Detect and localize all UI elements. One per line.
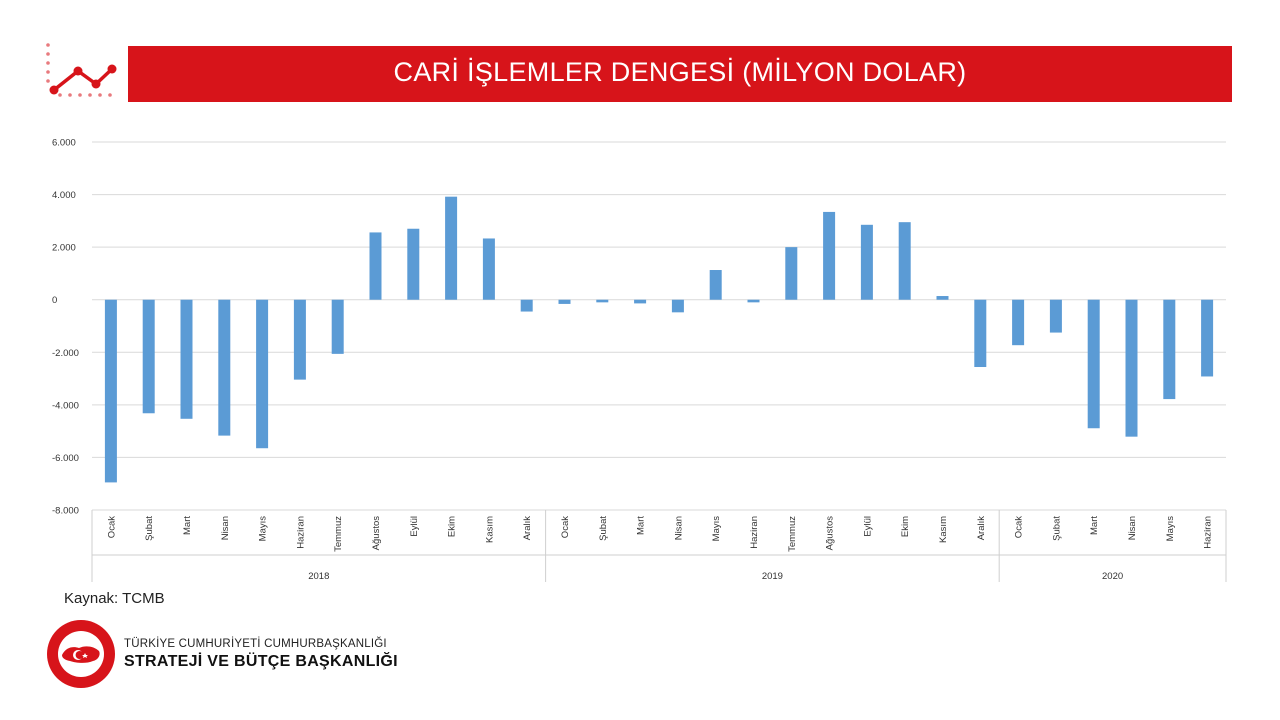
bar [596,299,609,303]
x-tick-label: Ocak [1014,516,1025,538]
y-tick-label: 4.000 [52,190,76,201]
x-tick-label: Haziran [295,516,306,549]
institution-seal [47,620,115,688]
bar [407,228,420,300]
bar [1012,299,1025,346]
bar [1201,299,1214,377]
x-tick-label: Kasım [484,516,495,543]
x-tick-label: Ağustos [371,516,382,551]
bar [785,247,798,300]
bar [558,299,571,304]
year-group-label: 2018 [308,571,329,582]
bar [218,299,231,436]
x-tick-label: Şubat [144,516,155,541]
bar [520,299,533,312]
x-tick-label: Kasım [938,516,949,543]
bar [293,299,306,380]
bar [482,238,495,300]
bar [974,299,987,368]
x-tick-label: Şubat [598,516,609,541]
bar [104,299,117,483]
x-tick-label: Haziran [749,516,760,549]
x-tick-label: Ağustos [825,516,836,551]
x-tick-label: Ocak [106,516,117,538]
x-tick-label: Mart [636,516,647,535]
bar [671,299,684,313]
x-tick-label: Ekim [447,516,458,537]
bar [180,299,193,419]
year-group-label: 2019 [762,571,783,582]
bar [747,299,760,303]
x-tick-label: Nisan [673,516,684,540]
y-tick-label: 6.000 [52,138,76,149]
trend-chart-icon [46,43,117,97]
x-tick-label: Temmuz [333,516,344,552]
bar [1087,299,1100,429]
bar [1049,299,1062,333]
y-tick-label: -6.000 [52,453,79,464]
bar [709,270,722,300]
bar [142,299,155,414]
y-tick-label: 2.000 [52,243,76,254]
year-group-label: 2020 [1102,571,1123,582]
source-note: Kaynak: TCMB [64,590,165,607]
x-tick-label: Ekim [900,516,911,537]
y-tick-label: -8.000 [52,506,79,517]
x-tick-label: Haziran [1203,516,1214,549]
bar [1163,299,1176,400]
bar [445,196,458,300]
x-tick-label: Nisan [220,516,231,540]
x-tick-label: Mart [182,516,193,535]
x-tick-label: Mayıs [258,516,269,542]
bar [256,299,269,449]
y-tick-label: -2.000 [52,348,79,359]
bar-chart: 6.000 4.000 2.000 0 -2.000 -4.000 -6.000 -8.000… [52,138,1227,582]
x-tick-label: Eylül [862,516,873,537]
y-tick-label: 0 [52,295,57,306]
bar [936,296,949,300]
bar [1125,299,1138,437]
x-tick-label: Ocak [560,516,571,538]
bar [860,224,873,300]
org-name-line2: STRATEJİ VE BÜTÇE BAŞKANLIĞI [124,653,398,670]
x-tick-label: Nisan [1127,516,1138,540]
x-tick-label: Aralık [976,516,987,541]
bar [823,211,836,300]
bar [634,299,647,304]
y-tick-label: -4.000 [52,400,79,411]
x-tick-label: Şubat [1051,516,1062,541]
page-title: CARİ İŞLEMLER DENGESİ (MİLYON DOLAR) [393,57,967,87]
bar [898,222,911,300]
x-tick-label: Mart [1089,516,1100,535]
x-tick-label: Mayıs [1165,516,1176,542]
org-name-line1: TÜRKİYE CUMHURİYETİ CUMHURBAŞKANLIĞI [124,638,387,650]
bar [331,299,344,354]
x-tick-label: Temmuz [787,516,798,552]
title-banner: CARİ İŞLEMLER DENGESİ (MİLYON DOLAR) [128,46,1232,102]
x-tick-label: Aralık [522,516,533,541]
x-tick-label: Mayıs [711,516,722,542]
bar [369,232,382,300]
x-tick-label: Eylül [409,516,420,537]
